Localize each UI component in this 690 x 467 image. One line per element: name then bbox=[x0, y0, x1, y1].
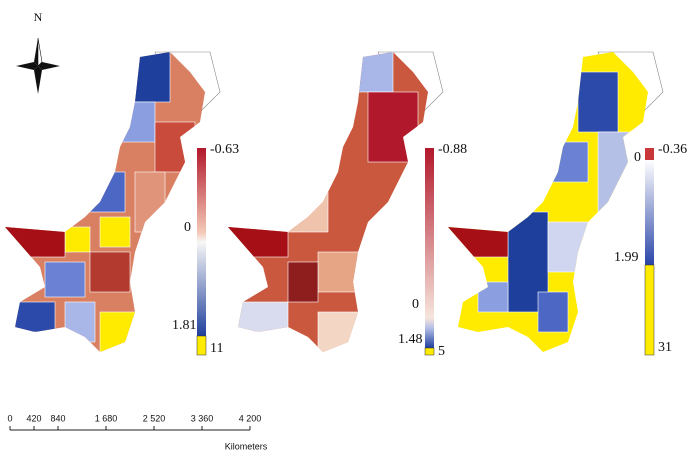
map bbox=[228, 51, 444, 352]
legend-label: -0.88 bbox=[438, 142, 467, 157]
scale-unit: Kilometers bbox=[225, 441, 268, 451]
scale-label: 1 680 bbox=[95, 413, 118, 423]
scale-label: 2 520 bbox=[143, 413, 166, 423]
scale-label: 3 360 bbox=[191, 413, 214, 423]
legend-bar bbox=[196, 335, 207, 356]
legend-bar bbox=[644, 264, 655, 356]
scale-label: 0 bbox=[7, 413, 12, 423]
legend-label: 31 bbox=[658, 340, 672, 355]
scale-label: 4 200 bbox=[239, 413, 262, 423]
legend-label: 11 bbox=[210, 341, 223, 356]
legend-label: 0 bbox=[184, 220, 191, 235]
legend-label: -0.36 bbox=[658, 142, 687, 157]
legend-label: 1.99 bbox=[614, 250, 639, 265]
legend-label: 0 bbox=[412, 297, 419, 312]
legend-bar bbox=[197, 148, 206, 336]
compass: N bbox=[16, 10, 60, 94]
scale-label: 420 bbox=[26, 413, 41, 423]
north-label: N bbox=[34, 10, 43, 24]
legend-bar bbox=[645, 160, 654, 265]
legend-label: 0 bbox=[634, 150, 641, 165]
map bbox=[448, 51, 664, 352]
legend-label: 1.48 bbox=[398, 332, 423, 347]
legend-label: 5 bbox=[438, 344, 445, 359]
legend-bar bbox=[425, 148, 434, 348]
legend-label: -0.63 bbox=[210, 142, 239, 157]
scale-label: 840 bbox=[50, 413, 65, 423]
legend-label: 1.81 bbox=[172, 318, 197, 333]
map bbox=[5, 51, 221, 352]
scale-bar: 0 420 840 1 680 2 520 3 360 4 200 Kilome… bbox=[7, 413, 267, 451]
legend-bar bbox=[424, 347, 435, 356]
legend-bar bbox=[645, 148, 654, 160]
